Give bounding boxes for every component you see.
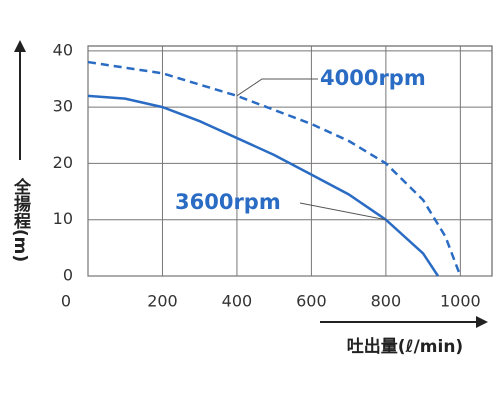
y-tick-label: 10 xyxy=(53,209,73,228)
y-tick-label: 40 xyxy=(53,40,73,59)
x-tick-label: 600 xyxy=(296,292,327,311)
y-axis-label: 全揚程(m) xyxy=(10,177,32,262)
series-label: 3600rpm xyxy=(175,190,281,214)
x-tick-label: 200 xyxy=(147,292,178,311)
x-tick-label: 800 xyxy=(371,292,402,311)
x-axis-label: 吐出量(ℓ/min) xyxy=(347,336,463,357)
y-axis-arrow-head xyxy=(14,40,26,52)
series-line xyxy=(87,94,440,277)
series-label: 4000rpm xyxy=(320,66,426,90)
plot-frame xyxy=(87,45,493,277)
leader-line xyxy=(299,202,386,221)
series-line xyxy=(87,60,462,277)
y-tick-label: 30 xyxy=(53,97,73,116)
y-tick-label: 0 xyxy=(63,266,73,285)
x-tick-label: 1000 xyxy=(440,292,481,311)
x-tick-label: 400 xyxy=(222,292,253,311)
x-axis-arrow-head xyxy=(476,316,488,328)
leader-line xyxy=(236,78,318,97)
y-tick-label: 20 xyxy=(53,153,73,172)
x-tick-label: 0 xyxy=(61,292,71,311)
